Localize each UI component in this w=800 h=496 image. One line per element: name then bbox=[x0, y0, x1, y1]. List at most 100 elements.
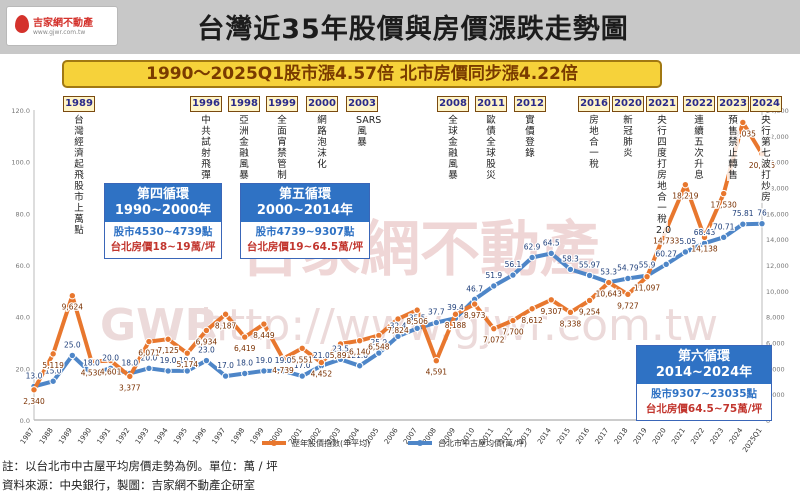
house-data-label: 19.0 bbox=[179, 356, 196, 365]
house-price-point bbox=[528, 253, 536, 262]
cycle-box: 第五循環 2000~2014年 股市4739~9307點 台北房價19~64.5萬/坪 bbox=[240, 183, 370, 259]
x-tick-label: 2019 bbox=[632, 427, 649, 446]
left-tick-label: 0.0 bbox=[20, 417, 30, 425]
house-price-point bbox=[490, 282, 498, 290]
x-tick-label: 2025Q1 bbox=[741, 427, 763, 454]
stock-data-label: 9,254 bbox=[579, 307, 601, 316]
stock-index-point bbox=[221, 310, 230, 318]
logo-url: www.gjwr.com.tw bbox=[33, 29, 86, 36]
house-price-point bbox=[432, 318, 441, 327]
cycle-header: 第四循環 1990~2000年 bbox=[105, 184, 221, 222]
left-tick-label: 60.0 bbox=[16, 262, 30, 270]
cycle-stock-range: 股市4739~9307點 bbox=[255, 226, 355, 238]
stock-index-point bbox=[375, 331, 383, 340]
house-data-label: 53.3 bbox=[600, 267, 617, 276]
house-price-point bbox=[413, 324, 421, 332]
house-data-label: 60.27 bbox=[655, 249, 677, 258]
left-tick-label: 120.0 bbox=[11, 107, 30, 115]
stock-index-point bbox=[394, 315, 402, 323]
stock-index-point bbox=[87, 357, 96, 366]
house-data-label: 55.97 bbox=[579, 260, 601, 269]
stock-data-label: 7,125 bbox=[157, 346, 179, 355]
house-price-point bbox=[279, 367, 287, 375]
event-year-badge: 1999 bbox=[266, 96, 298, 112]
stock-index-point bbox=[202, 326, 211, 335]
event-description: 房地合一稅 bbox=[588, 115, 600, 170]
event-description: 中共試射飛彈 bbox=[200, 115, 212, 181]
stock-index-point bbox=[68, 291, 77, 300]
stock-index-point bbox=[317, 358, 326, 367]
cycle-header: 第六循環 2014~2024年 bbox=[637, 346, 771, 384]
x-tick-label: 2024 bbox=[728, 426, 745, 446]
stock-data-label: 4,739 bbox=[272, 366, 294, 375]
cycle-body: 股市4530~4739點 台北房價18~19萬/坪 bbox=[105, 222, 221, 258]
footer-note: 註：以台北市中古屋平均房價走勢為例。單位：萬 / 坪 bbox=[2, 459, 278, 473]
cycle-box: 第六循環 2014~2024年 股市9307~23035點 台北房價64.5~75萬/… bbox=[636, 345, 772, 421]
stock-data-label: 2,340 bbox=[23, 397, 45, 406]
stock-index-point bbox=[30, 386, 38, 394]
stock-data-label: 6,419 bbox=[234, 344, 256, 353]
x-tick-label: 2021 bbox=[670, 427, 687, 446]
house-data-label: 32.4 bbox=[390, 321, 407, 330]
house-data-label: 55.9 bbox=[639, 261, 656, 270]
event-description: 央行第七波打炒房 bbox=[760, 115, 772, 203]
stock-data-label: 17,530 bbox=[711, 201, 737, 210]
house-data-label: 17.0 bbox=[294, 361, 311, 370]
stock-index-point bbox=[739, 118, 747, 127]
cycle-body: 股市4739~9307點 台北房價19~64.5萬/坪 bbox=[241, 222, 369, 258]
house-price-point bbox=[662, 260, 670, 269]
house-price-point bbox=[585, 271, 594, 280]
house-price-point bbox=[547, 249, 555, 258]
stock-data-label: 8,338 bbox=[560, 319, 582, 328]
house-price-point bbox=[624, 274, 632, 283]
stock-data-label: 4,530 bbox=[81, 368, 103, 377]
event-year-badge: 2020 bbox=[612, 96, 644, 112]
stock-data-label: 4,452 bbox=[311, 369, 333, 378]
event-description: 全面宵禁管制 bbox=[276, 115, 288, 181]
stock-index-point bbox=[432, 356, 441, 365]
house-data-label: 54.79 bbox=[617, 263, 639, 272]
house-data-label: 75.81 bbox=[732, 209, 754, 218]
x-tick-label: 1991 bbox=[95, 427, 112, 446]
event-year-badge: 1998 bbox=[228, 96, 260, 112]
right-tick-label: 8,000 bbox=[766, 314, 785, 322]
x-tick-label: 1995 bbox=[172, 427, 189, 446]
house-price-point bbox=[49, 377, 57, 385]
stock-data-label: 9,624 bbox=[62, 303, 84, 312]
stock-index-point bbox=[566, 308, 575, 317]
event-year-badge: 2008 bbox=[437, 96, 469, 112]
house-price-point bbox=[68, 351, 77, 360]
house-price-point bbox=[758, 219, 766, 228]
x-tick-label: 1990 bbox=[76, 427, 93, 446]
cycle-title: 第五循環 bbox=[278, 187, 331, 202]
stock-data-label: 9,727 bbox=[617, 301, 639, 310]
stock-data-label: 6,140 bbox=[349, 348, 371, 357]
stock-data-label: 6,548 bbox=[368, 342, 390, 351]
event-year-badge: 2016 bbox=[578, 96, 610, 112]
house-price-point bbox=[183, 367, 191, 375]
stock-data-label: 7,072 bbox=[483, 336, 505, 345]
stock-index-point bbox=[298, 344, 306, 352]
house-data-label: 56.1 bbox=[505, 260, 522, 269]
house-price-point bbox=[394, 332, 402, 340]
event-description: 新冠肺炎 bbox=[622, 115, 634, 159]
stock-data-label: 7,700 bbox=[502, 328, 524, 337]
cycle-stock-range: 股市4530~4739點 bbox=[113, 226, 213, 238]
house-data-label: 19.0 bbox=[256, 356, 273, 365]
stock-index-point bbox=[260, 320, 268, 328]
stock-index-point bbox=[183, 349, 191, 357]
x-tick-label: 1992 bbox=[115, 427, 132, 446]
cycle-stock-range: 股市9307~23035點 bbox=[650, 388, 758, 400]
stock-data-label: 5,174 bbox=[177, 360, 199, 369]
stock-index-point bbox=[336, 340, 345, 348]
event-description: 全球金融風暴 bbox=[447, 115, 459, 181]
stock-data-label: 18,219 bbox=[672, 192, 698, 201]
x-tick-label: 2020 bbox=[651, 427, 668, 446]
event-year-badge: 2021 bbox=[646, 96, 678, 112]
stock-index-point bbox=[145, 337, 153, 346]
house-price-point bbox=[719, 233, 728, 242]
left-tick-label: 100.0 bbox=[11, 159, 30, 167]
house-data-label: 18.0 bbox=[83, 359, 100, 368]
stock-data-label: 3,377 bbox=[119, 383, 141, 392]
right-tick-label: 12,000 bbox=[766, 262, 789, 270]
